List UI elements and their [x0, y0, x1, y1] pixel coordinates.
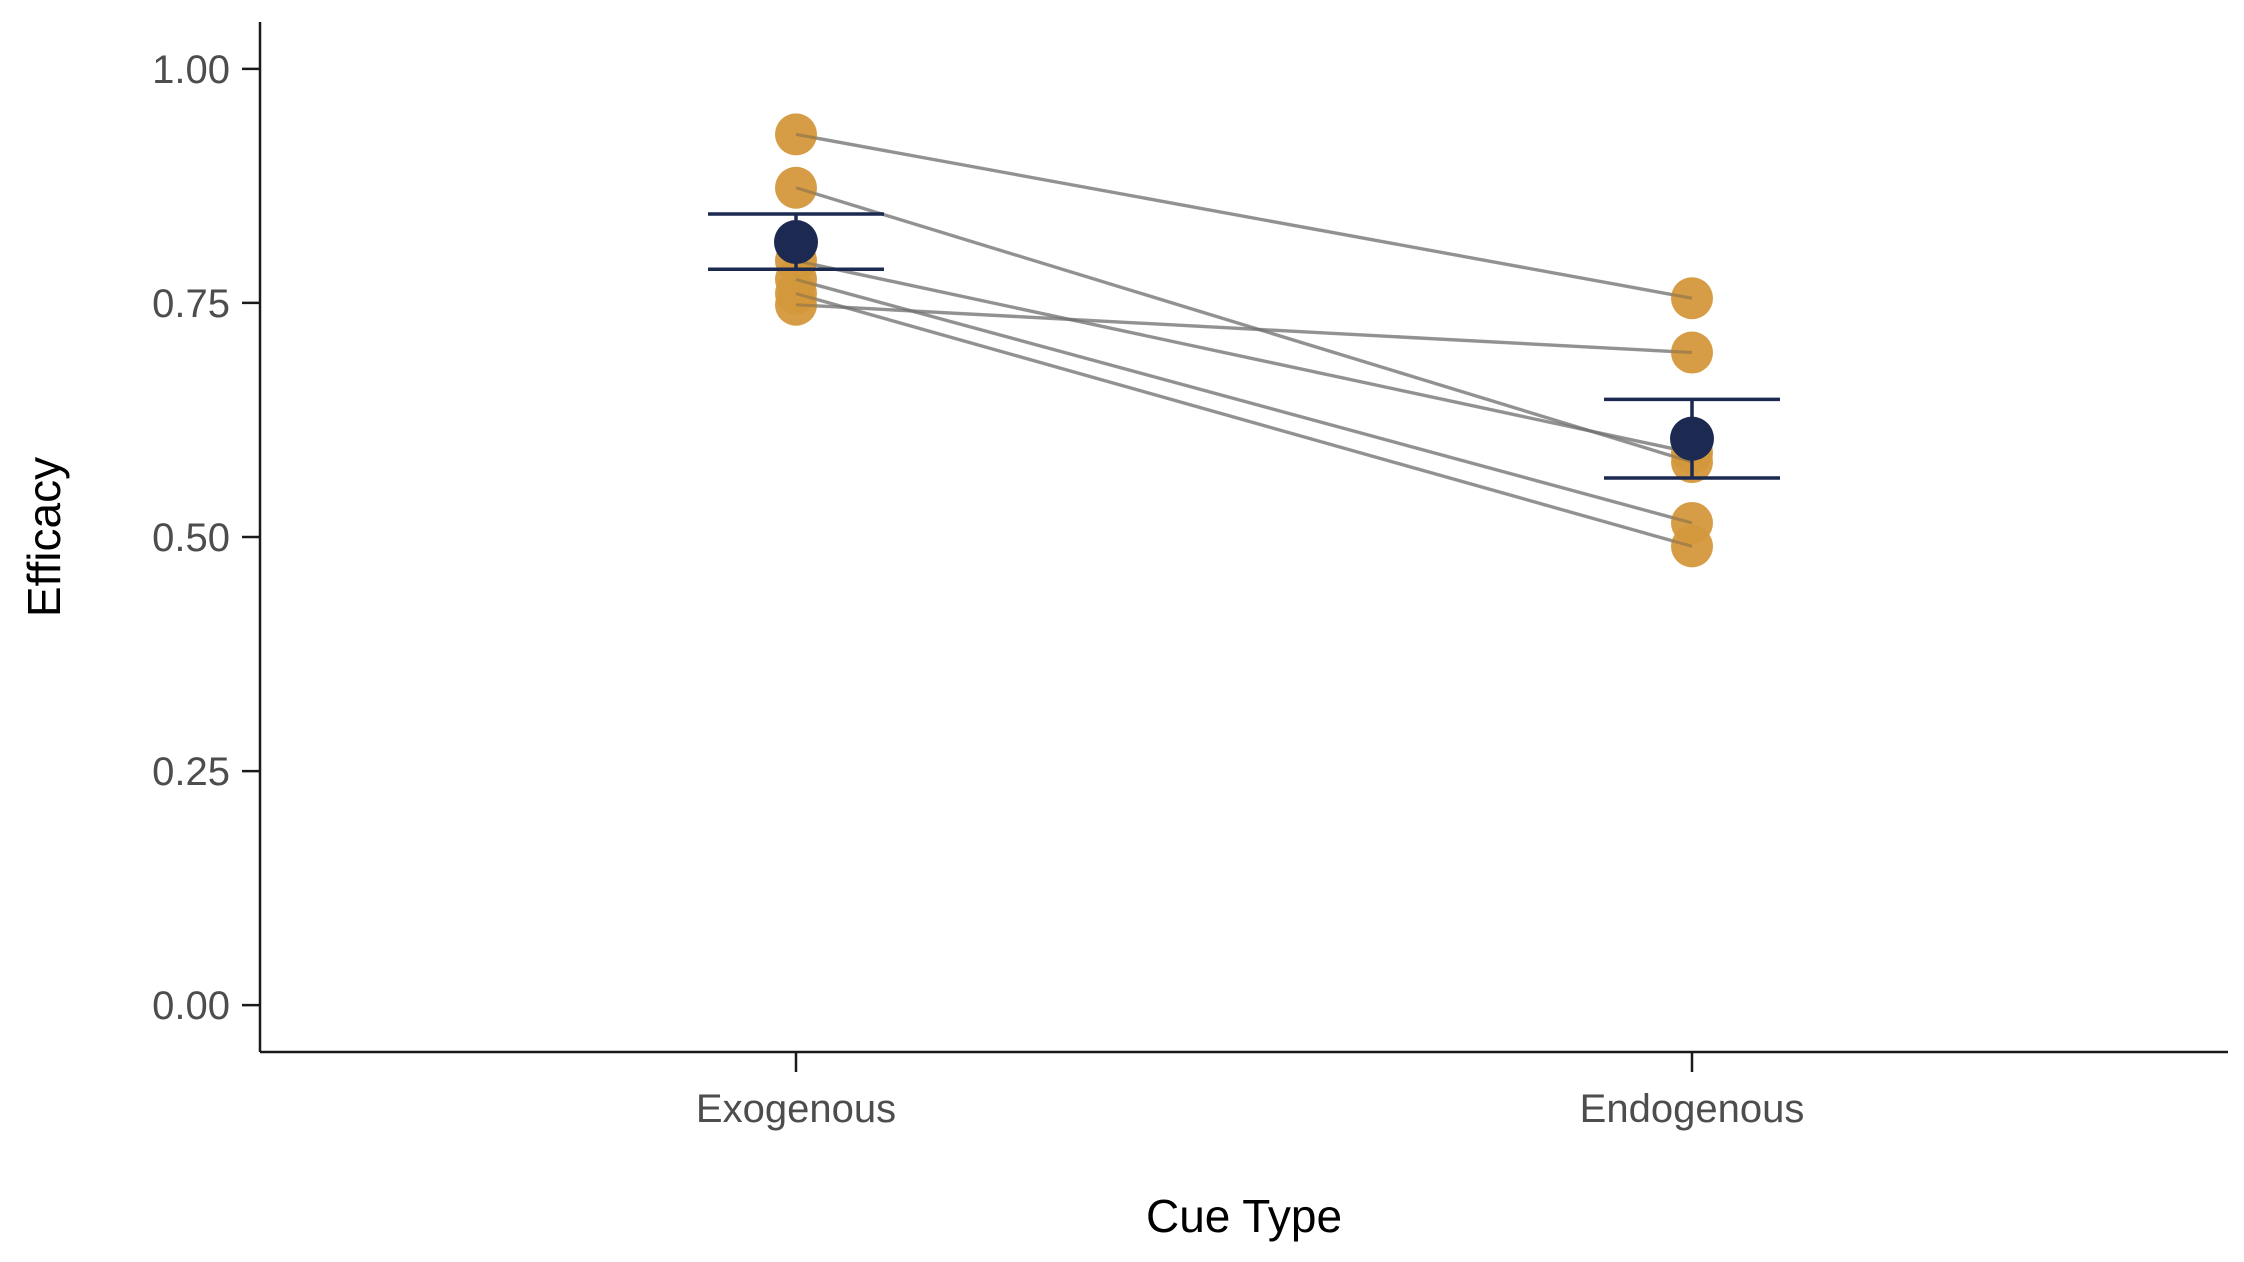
- x-axis-ticks: Exogenous Endogenous: [696, 1052, 1804, 1131]
- subject-line-overlay: [795, 259, 1693, 455]
- y-axis-title: Efficacy: [18, 457, 70, 617]
- y-axis-ticks: 0.00 0.25 0.50 0.75 1.00: [152, 48, 260, 1028]
- subject-line-overlay: [795, 278, 1693, 525]
- subject-line-overlay: [795, 132, 1693, 300]
- mean-point: [1670, 416, 1714, 461]
- subject-line: [795, 303, 1693, 355]
- subject-line: [795, 277, 1693, 525]
- y-tick-label: 1.00: [152, 48, 230, 92]
- summary-markers: [708, 212, 1780, 480]
- subject-point: [1671, 525, 1713, 568]
- x-tick-label: Exogenous: [696, 1087, 896, 1131]
- subject-point: [775, 166, 817, 209]
- subject-line: [795, 291, 1693, 549]
- subject-line-overlay: [795, 186, 1693, 464]
- subject-point: [775, 113, 817, 156]
- subject-connectors: [795, 132, 1693, 549]
- x-axis-title: Cue Type: [1146, 1190, 1342, 1242]
- subject-line: [795, 132, 1693, 300]
- subject-points: [775, 113, 1713, 568]
- subject-line-overlay: [795, 292, 1693, 548]
- subject-line-overlay: [795, 303, 1693, 355]
- axes: 0.00 0.25 0.50 0.75 1.00 Exogenous Endogenous: [152, 22, 2228, 1131]
- subject-point: [1671, 277, 1713, 320]
- subject-point: [1671, 331, 1713, 374]
- y-tick-label: 0.00: [152, 984, 230, 1028]
- y-tick-label: 0.75: [152, 282, 230, 326]
- subject-line: [795, 186, 1693, 464]
- y-tick-label: 0.25: [152, 750, 230, 794]
- subject-line: [795, 259, 1693, 455]
- y-tick-label: 0.50: [152, 516, 230, 560]
- subject-point: [775, 283, 817, 326]
- x-tick-label: Endogenous: [1580, 1087, 1805, 1131]
- mean-point: [774, 220, 818, 265]
